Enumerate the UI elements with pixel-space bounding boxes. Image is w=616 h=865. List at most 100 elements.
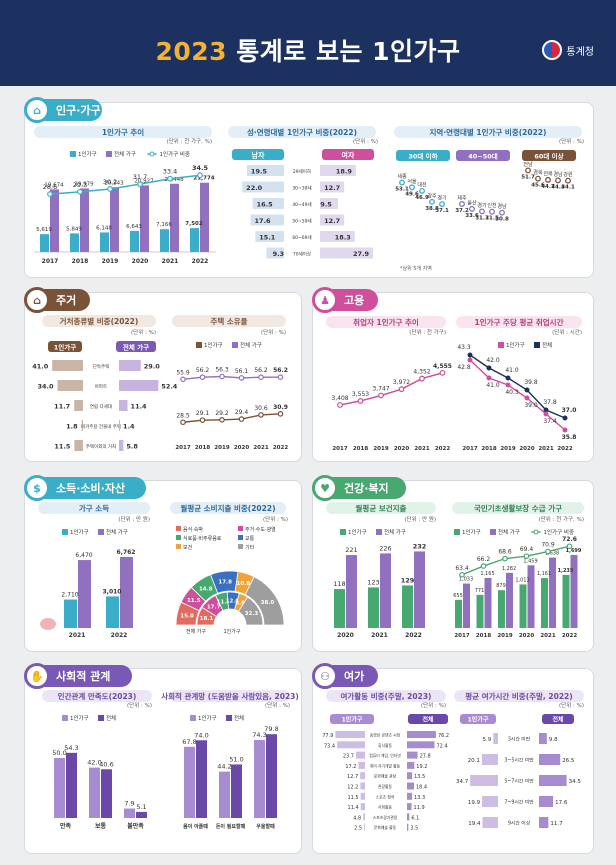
homeown-title: 주택 소유율 [210, 316, 247, 326]
leisuretime-bar-1person [482, 817, 498, 828]
household-bar-1person-label: 7,166 [156, 222, 172, 228]
region-point-value: 31.5 [485, 216, 499, 222]
homeown-value: 29.1 [196, 410, 210, 417]
consumption-total-value: 15.0 [180, 613, 194, 619]
hours-value: 39.8 [524, 379, 538, 386]
consumption-total-slice [244, 576, 285, 626]
title-year: 2023 [155, 37, 228, 66]
employed-value: 4,352 [413, 369, 430, 376]
income-tag: $ 소득·소비·자산 [24, 475, 146, 501]
welfare-ratio-value: 66.2 [477, 556, 491, 563]
household-trend-title-bg [34, 126, 212, 138]
relation-title-bg [42, 690, 152, 702]
dwelling-title-bg [42, 315, 156, 327]
health-legend-item: 전체 가구 [384, 528, 406, 536]
activity-category: 문화예술 관람 [374, 774, 397, 779]
network-value-1person: 44.2 [217, 763, 231, 771]
homeown-point [219, 416, 225, 423]
health-bar-total [380, 553, 391, 628]
household-ratio-label: 33.4 [163, 168, 177, 176]
household-ratio-label: 30.2 [103, 178, 117, 186]
dwelling-value-1person: 41.0 [32, 363, 49, 371]
employed-point [378, 392, 384, 399]
age-sex-female-value: 9.5 [320, 201, 332, 209]
region-point-value: 30.8 [495, 217, 509, 223]
welfare-value-total: 1,699 [566, 548, 582, 554]
income-x-tick: 2021 [69, 632, 86, 639]
network-legend-item: 전체 [234, 714, 244, 722]
hours-value: 41.0 [486, 382, 500, 389]
heartbeat-icon: ♥ [312, 475, 338, 501]
region-point-label: 광주 [427, 192, 437, 199]
house-people-icon: ⌂ [24, 97, 50, 123]
bicycle-icon: ⚇ [312, 663, 338, 689]
region-point-label: 경기 [477, 202, 486, 209]
household-x-tick: 2017 [42, 258, 59, 265]
activity-value-1person: 17.2 [345, 764, 356, 770]
region-group-header-bg [456, 150, 510, 161]
activity-h2-bg [408, 714, 448, 724]
activity-value-total: 19.2 [416, 764, 427, 770]
network-title-bg [170, 690, 290, 702]
health-title-bg [326, 502, 436, 514]
relation-legend-key [98, 715, 104, 721]
dwelling-bar-1person [74, 400, 83, 411]
welfare-ratio-line [461, 545, 570, 576]
health-bar-1person [334, 589, 345, 628]
hours-x-tick: 2022 [557, 446, 572, 452]
household-bar-1person-label: 6,148 [96, 225, 112, 231]
welfare-x-tick: 2021 [540, 633, 555, 639]
age-sex-male-bar [252, 198, 284, 209]
consumption-legend-item: 기타 [245, 544, 255, 551]
coin-hand-icon: $ [24, 475, 50, 501]
leisuretime-bar-1person [482, 796, 498, 807]
age-sex-category: 50~59세 [292, 218, 311, 225]
welfare-value-total: 1,282 [502, 566, 516, 572]
activity-value-total: 18.4 [416, 785, 427, 791]
activity-bar-total [407, 772, 413, 780]
activity-header-1person: 1인가구 [342, 716, 363, 724]
employed-value: 3,553 [352, 391, 369, 398]
activity-bar-1person [335, 731, 365, 738]
homeown-legend-item: 1인가구 [204, 341, 223, 349]
household-bar-1person [160, 229, 169, 252]
welfare-ratio-value: 63.4 [455, 565, 469, 572]
hours-point [486, 375, 492, 381]
leisuretime-category: 7~9시간 미만 [504, 799, 534, 806]
welfare-value-1person: 1,235 [558, 568, 574, 574]
region-point-label: 전남 [523, 161, 533, 168]
hours-point [543, 407, 549, 413]
relation-legend-item: 1인가구 [70, 714, 89, 722]
health-tag: ♥ 건강·복지 [312, 475, 406, 501]
region-group-header: 40~50대 [468, 152, 498, 161]
age-sex-female-value: 12.7 [324, 184, 340, 192]
activity-value-total: 11.9 [414, 805, 425, 811]
household-x-tick: 2018 [72, 258, 89, 265]
region-note: *상위 5개 지역 [400, 265, 432, 272]
welfare-legend-item: 1인가구 비중 [544, 528, 575, 536]
relation-legend-key [62, 715, 68, 721]
region-point [469, 205, 475, 212]
household-trend-unit: (단위 : 천 가구, %) [167, 137, 212, 145]
dwelling-value-total: 29.0 [144, 363, 161, 371]
consumption-inner-label: 1인가구 [224, 628, 241, 635]
health-x-tick: 2022 [405, 632, 422, 639]
household-ratio-label: 28.6 [43, 183, 57, 191]
leisuretime-bar-total [539, 754, 561, 765]
household-bar-total [80, 188, 89, 252]
age-sex-cat-bg [288, 231, 316, 242]
leisuretime-bar-1person [470, 775, 498, 786]
income-value-1person: 3,010 [103, 588, 122, 595]
leisuretime-value-1person: 19.9 [468, 800, 481, 806]
age-sex-cat-bg [288, 198, 316, 209]
age-sex-cat-bg [288, 165, 316, 176]
activity-category: 스포츠경기관람 [373, 815, 398, 820]
activity-bar-1person [363, 813, 365, 821]
homeown-value: 56.1 [235, 368, 249, 375]
dwelling-bar-total [119, 420, 121, 431]
income-title: 소득·소비·자산 [56, 482, 126, 495]
leisuretime-bar-1person [493, 733, 498, 744]
welfare-ratio-value: 72.6 [562, 536, 577, 543]
welfare-bar-1person [519, 584, 527, 628]
hours-value: 40.3 [505, 389, 519, 396]
